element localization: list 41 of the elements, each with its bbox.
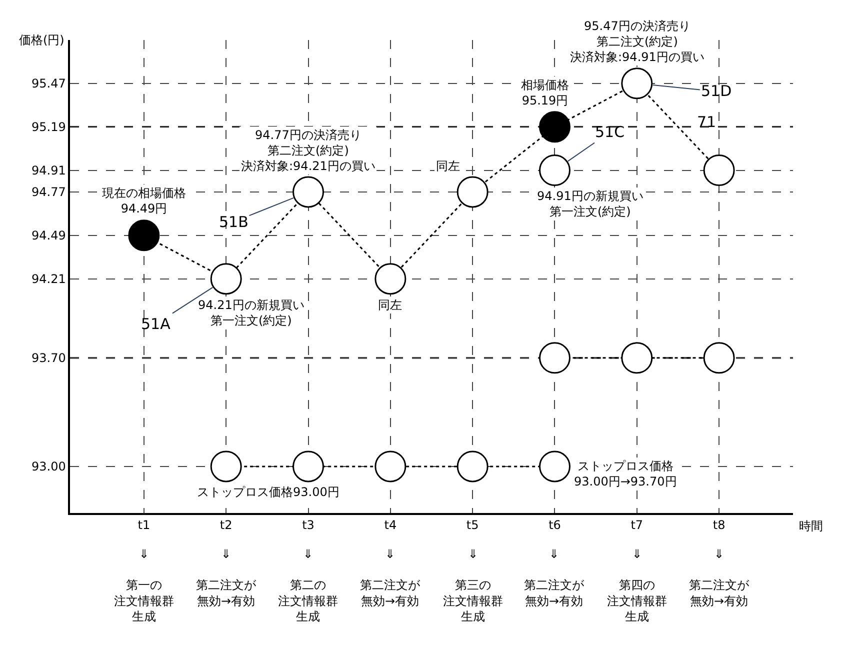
annotation: 94.91円の新規買い第一注文(約定) [537, 189, 644, 219]
annotation: ストップロス価格93.00円 [197, 485, 340, 499]
annotation: 94.21円の新規買い第一注文(約定) [198, 298, 304, 328]
text: ⇓第二の注文情報群生成 [278, 547, 338, 624]
text: ⇓第二注文が無効→有効 [196, 547, 256, 608]
annotation: 相場価格95.19円 [521, 78, 569, 108]
annotation: 95.47円の決済売り第二注文(約定)決済対象:94.91円の買い [570, 19, 704, 64]
y-tick-label: 93.70 [31, 351, 66, 366]
text: ⇓第三の注文情報群生成 [443, 547, 503, 624]
y-tick-label: 94.77 [31, 185, 66, 200]
annotation: 51D [701, 82, 732, 100]
x-tick-label: t3 [302, 518, 314, 532]
x-tick-label: t7 [630, 518, 644, 532]
annotation: 94.77円の決済売り第二注文(約定)決済対象:94.21円の買い [241, 128, 376, 174]
annotation: 51B [219, 213, 248, 231]
y-tick-label: 93.00 [31, 460, 66, 474]
text: ⇓第一の注文情報群生成 [114, 547, 174, 624]
annotation: 同左 [436, 159, 460, 173]
y-tick-label: 94.21 [31, 272, 66, 286]
y-tick-label: 94.49 [31, 228, 66, 243]
x-tick-label: t5 [466, 518, 479, 532]
annotation: 現在の相場価格94.49円 [102, 186, 186, 216]
text: ⇓第二注文が無効→有効 [689, 547, 749, 608]
x-tick-label: t6 [548, 518, 561, 532]
annotation: 同左 [378, 298, 402, 312]
text: ⇓第二注文が無効→有効 [360, 547, 420, 608]
x-tick-label: t8 [712, 518, 726, 532]
x-tick-label: t4 [384, 518, 397, 532]
annotation: ストップロス価格93.00円→93.70円 [574, 459, 677, 489]
annotation: 51A [141, 315, 172, 333]
annotation: 71 [697, 113, 716, 131]
y-tick-label: 95.47 [31, 76, 66, 91]
y-axis-title: 価格(円) [19, 33, 64, 47]
x-tick-label: t2 [220, 518, 232, 532]
x-axis-title: 時間 [799, 519, 823, 533]
annotation: 51C [595, 123, 625, 141]
x-tick-label: t1 [138, 518, 150, 532]
y-tick-label: 95.19 [31, 120, 66, 134]
text: ⇓第二注文が無効→有効 [524, 547, 584, 608]
y-tick-label: 94.91 [31, 163, 66, 178]
text: ⇓第四の注文情報群生成 [607, 547, 667, 624]
